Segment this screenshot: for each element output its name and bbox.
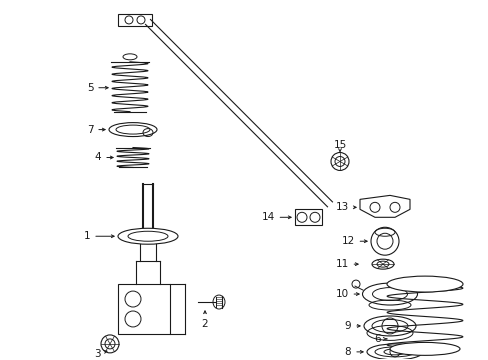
Text: 8: 8 bbox=[344, 347, 363, 357]
Text: 1: 1 bbox=[83, 231, 114, 241]
Ellipse shape bbox=[363, 316, 415, 336]
Text: 6: 6 bbox=[374, 334, 386, 344]
Text: 2: 2 bbox=[201, 311, 208, 329]
Text: 13: 13 bbox=[335, 202, 355, 212]
Text: 12: 12 bbox=[341, 236, 366, 246]
Bar bbox=[118, 284, 170, 334]
Ellipse shape bbox=[118, 228, 178, 244]
Text: 7: 7 bbox=[86, 125, 105, 135]
Text: 11: 11 bbox=[335, 259, 357, 269]
Text: 5: 5 bbox=[86, 83, 108, 93]
Text: 15: 15 bbox=[333, 140, 346, 152]
Text: 10: 10 bbox=[335, 289, 358, 299]
Ellipse shape bbox=[109, 123, 157, 136]
Text: 4: 4 bbox=[95, 153, 113, 162]
Ellipse shape bbox=[362, 283, 417, 305]
Text: 3: 3 bbox=[94, 349, 107, 359]
Text: 9: 9 bbox=[344, 321, 359, 331]
Ellipse shape bbox=[366, 344, 422, 360]
Text: 14: 14 bbox=[261, 212, 290, 222]
Ellipse shape bbox=[389, 342, 459, 355]
Ellipse shape bbox=[386, 276, 462, 292]
